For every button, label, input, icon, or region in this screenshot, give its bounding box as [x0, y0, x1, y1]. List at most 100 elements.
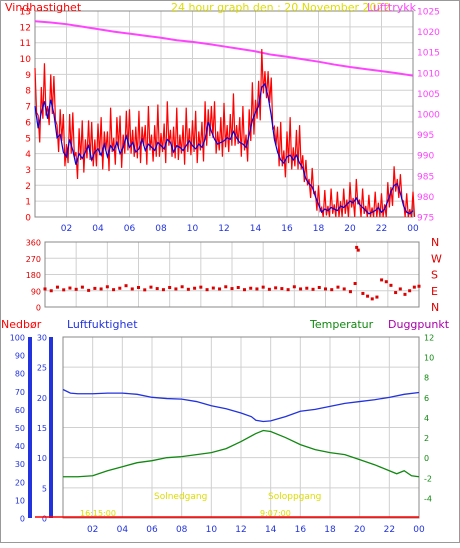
pressure-y-tick: 980: [417, 193, 434, 203]
wind-gust-line: [34, 49, 416, 218]
precip-y-tick: 40: [15, 442, 25, 451]
direction-point: [305, 286, 309, 290]
precip-y-tick: 60: [15, 406, 25, 415]
temperature-y-tick: -2: [424, 474, 432, 483]
direction-y-tick: 0: [36, 304, 41, 313]
temperature-line: [63, 429, 420, 478]
precip-y-ticks: 0 10 20 30 40 50 60 70 80 90 100: [10, 334, 25, 524]
direction-point: [255, 287, 259, 291]
humidity-x-tick: 10: [206, 525, 218, 535]
wind-x-tick: 16: [281, 224, 293, 234]
wind-y-tick: 8: [25, 87, 31, 97]
graph-title: 24 hour graph den : 20.November 2022: [171, 1, 391, 14]
direction-point: [218, 287, 222, 291]
humidity-panel-border: [62, 336, 420, 519]
direction-y-tick: 90: [31, 287, 41, 296]
direction-point: [348, 290, 352, 294]
humidity-y-tick: 15: [37, 424, 47, 433]
direction-point: [408, 289, 412, 293]
direction-y-tick: 360: [26, 239, 41, 248]
direction-y-tick: 180: [26, 271, 41, 280]
temperature-title: Temperatur: [309, 318, 374, 331]
wind-panel-border: [34, 10, 414, 218]
wind-y-tick: 6: [25, 118, 31, 128]
humidity-y-tick: 0: [42, 515, 47, 524]
wind-x-ticks: 02 04 06 08 10 12 14 16 18 20 22 00: [61, 224, 419, 234]
pressure-y-tick: 1005: [417, 90, 440, 100]
wind-y-tick: 9: [25, 71, 31, 81]
pressure-y-ticks: 975 980 985 990 995 1000 1005 1010 1015 1020 1025: [417, 8, 440, 224]
wind-x-tick: 10: [187, 224, 199, 234]
direction-point: [224, 285, 228, 289]
wind-x-tick: 02: [61, 224, 72, 234]
humidity-x-tick: 18: [324, 525, 336, 535]
precip-y-tick: 30: [15, 460, 25, 469]
temperature-y-ticks: -4 -2 0 2 4 6 8 10 12: [424, 334, 434, 504]
direction-point: [261, 285, 265, 289]
wind-x-tick: 00: [407, 224, 419, 234]
wind-y-tick: 3: [25, 166, 31, 176]
wind-x-tick: 06: [124, 224, 136, 234]
direction-point: [311, 287, 315, 291]
humidity-y-ticks: 0 5 10 15 20 25 30: [37, 334, 47, 524]
direction-point: [417, 284, 421, 288]
humidity-x-tick: 20: [354, 525, 366, 535]
compass-label: W: [431, 252, 442, 265]
direction-point: [155, 287, 159, 291]
direction-point: [130, 287, 134, 291]
direction-points: [43, 245, 421, 301]
precip-y-tick: 90: [15, 352, 25, 361]
wind-y-tick: 5: [25, 134, 31, 144]
direction-point: [324, 287, 327, 291]
direction-point: [99, 287, 103, 291]
humidity-x-ticks: 02 04 06 08 10 12 14 16 18 20 22 00: [87, 525, 425, 535]
temperature-y-tick: -4: [424, 494, 432, 503]
direction-point: [211, 286, 215, 290]
temperature-y-tick: 2: [424, 434, 429, 443]
sunrise-time: 9:07:00: [260, 509, 291, 518]
sunrise-label: Soloppgang: [268, 492, 321, 502]
wind-x-tick: 22: [376, 224, 387, 234]
direction-point: [186, 287, 190, 291]
precip-y-tick: 80: [15, 370, 25, 379]
direction-point: [161, 288, 165, 292]
wind-x-tick: 12: [218, 224, 229, 234]
direction-point: [193, 286, 197, 290]
direction-point: [249, 286, 253, 290]
direction-y-ticks: 0 90 180 270 360: [26, 239, 41, 313]
humidity-line: [62, 388, 420, 423]
temperature-y-tick: 10: [424, 354, 434, 363]
direction-point: [361, 291, 365, 295]
compass-label: N: [431, 236, 439, 249]
direction-point: [68, 286, 72, 290]
sunset-time: 16:15:00: [80, 509, 116, 518]
direction-point: [403, 292, 407, 296]
direction-point: [236, 286, 240, 289]
pressure-y-tick: 985: [417, 172, 434, 182]
direction-point: [112, 288, 116, 292]
humidity-y-tick: 30: [37, 334, 47, 343]
pressure-y-tick: 975: [417, 214, 434, 224]
direction-point: [230, 287, 234, 291]
temperature-y-tick: 12: [424, 334, 434, 343]
direction-point: [353, 282, 357, 286]
direction-point: [342, 287, 346, 291]
direction-point: [398, 287, 402, 291]
direction-point: [149, 285, 153, 289]
wind-y-tick: 12: [20, 23, 31, 33]
direction-point: [317, 286, 321, 289]
direction-point: [87, 288, 91, 292]
direction-point: [174, 287, 178, 291]
humidity-x-tick: 08: [176, 525, 188, 535]
direction-point: [242, 288, 246, 292]
precip-y-tick: 100: [10, 334, 25, 343]
direction-point: [330, 288, 334, 292]
temperature-y-tick: 6: [424, 394, 429, 403]
direction-point: [105, 285, 109, 289]
direction-point: [366, 294, 370, 298]
wind-y-tick: 4: [25, 150, 31, 160]
pressure-title: Lufttrykk: [367, 1, 417, 14]
direction-point: [280, 287, 284, 291]
